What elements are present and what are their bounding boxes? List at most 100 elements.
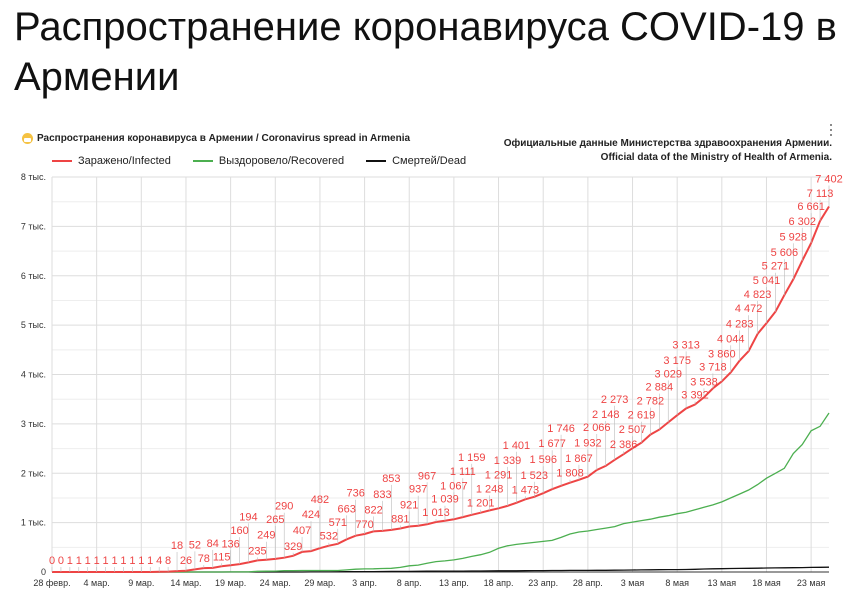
page-title: Распространение коронавируса COVID-19 в …: [14, 5, 837, 99]
data-label: 1: [111, 555, 117, 567]
x-tick-label: 29 мар.: [304, 578, 335, 588]
data-label: 235: [248, 545, 266, 557]
chart-title-text: Распространения коронавируса в Армении /…: [37, 133, 411, 144]
data-label: 1: [120, 555, 126, 567]
data-label: 26: [180, 555, 192, 567]
data-label: 1: [76, 555, 82, 567]
data-label: 115: [213, 551, 231, 563]
data-label: 2 148: [592, 409, 620, 421]
x-tick-label: 18 мая: [752, 578, 781, 588]
data-label: 3 029: [654, 368, 682, 380]
y-tick-label: 6 тыс.: [21, 271, 46, 281]
x-tick-label: 13 апр.: [439, 578, 469, 588]
data-label: 770: [355, 519, 373, 531]
y-tick-label: 8 тыс.: [21, 172, 46, 182]
data-label: 1 291: [485, 469, 513, 481]
data-label: 1 159: [458, 452, 486, 464]
data-label: 249: [257, 530, 275, 542]
data-label-leaders: [51, 185, 830, 572]
data-label: 2 386: [610, 439, 638, 451]
data-label: 5 271: [762, 261, 790, 273]
data-label: 482: [311, 494, 329, 506]
face-with-mask-icon: [22, 133, 33, 144]
x-tick-label: 23 апр.: [528, 578, 558, 588]
y-tick-label: 1 тыс.: [21, 518, 46, 528]
data-label: 4 044: [717, 333, 745, 345]
data-label: 7 113: [807, 188, 834, 200]
data-label: 5 041: [753, 275, 781, 287]
data-label: 833: [373, 489, 391, 501]
data-label: 1: [94, 555, 100, 567]
source-line-en: Official data of the Ministry of Health …: [600, 152, 832, 163]
x-tick-label: 24 мар.: [260, 578, 291, 588]
x-tick-label: 8 мая: [665, 578, 689, 588]
data-label: 4 472: [735, 303, 763, 315]
legend-item-infected[interactable]: Заражено/Infected: [52, 155, 171, 167]
data-label: 4: [156, 555, 162, 567]
data-label: 2 273: [601, 394, 629, 406]
data-label: 937: [409, 484, 427, 496]
data-label: 921: [400, 500, 418, 512]
legend: Заражено/Infected Выздоровело/Recovered …: [52, 155, 466, 167]
data-label: 853: [382, 473, 400, 485]
data-label: 1: [103, 555, 109, 567]
data-label: 1 201: [467, 498, 495, 510]
data-label: 1 808: [556, 468, 584, 480]
x-tick-label: 14 мар.: [170, 578, 201, 588]
data-label: 1 248: [476, 483, 504, 495]
data-label: 1 339: [494, 455, 522, 467]
data-label: 1 932: [574, 438, 602, 450]
data-label: 1: [147, 555, 153, 567]
data-label: 1 677: [538, 438, 566, 450]
data-label: 7 402: [815, 174, 843, 186]
data-label: 881: [391, 514, 409, 526]
data-label: 0: [49, 555, 55, 567]
data-label: 407: [293, 525, 311, 537]
data-labels: 0 0 1 1 1 1 1 1 1 1 1 1 4 818265278841151361601942352…: [49, 174, 843, 568]
data-label: 1: [129, 555, 135, 567]
data-label: 6 302: [788, 216, 816, 228]
data-label: 3 313: [672, 339, 700, 351]
data-label: 1 401: [503, 440, 531, 452]
x-tick-label: 28 февр.: [33, 578, 70, 588]
series-line-recovered: [52, 412, 830, 573]
data-label: 4 283: [726, 319, 754, 331]
legend-item-recovered[interactable]: Выздоровело/Recovered: [192, 155, 344, 167]
data-label: 3 538: [690, 376, 718, 388]
data-label: 2 884: [646, 382, 674, 394]
data-label: 571: [329, 517, 347, 529]
data-label: 194: [239, 511, 257, 523]
y-tick-label: 7 тыс.: [21, 221, 46, 231]
data-label: 78: [198, 553, 210, 565]
data-label: 4 823: [744, 289, 772, 301]
x-tick-label: 8 апр.: [397, 578, 422, 588]
data-label: 1 111: [450, 466, 476, 478]
y-tick-label: 2 тыс.: [21, 468, 46, 478]
data-label: 822: [364, 504, 382, 516]
y-tick-label: 5 тыс.: [21, 320, 46, 330]
data-label: 736: [346, 488, 364, 500]
x-tick-label: 3 мая: [621, 578, 645, 588]
data-label: 1: [138, 555, 144, 567]
more-vertical-icon[interactable]: [829, 124, 833, 136]
data-label: 8: [165, 555, 171, 567]
source-note: Официальные данные Министерства здравоох…: [504, 137, 832, 165]
data-label: 1 039: [431, 494, 459, 506]
data-label: 136: [221, 538, 239, 550]
data-label: 5 928: [780, 231, 808, 243]
data-label: 290: [275, 501, 293, 513]
legend-item-dead[interactable]: Смертей/Dead: [366, 155, 466, 167]
data-label: 0: [58, 555, 64, 567]
data-label: 1 473: [512, 484, 540, 496]
data-label: 532: [320, 531, 338, 543]
data-label: 1 596: [529, 454, 557, 466]
y-tick-label: 3 тыс.: [21, 419, 46, 429]
data-label: 18: [171, 540, 183, 552]
data-label: 3 392: [681, 390, 709, 402]
data-label: 3 718: [699, 361, 727, 373]
x-tick-label: 3 апр.: [352, 578, 377, 588]
data-label: 663: [338, 503, 356, 515]
series-line-infected: [52, 205, 830, 573]
x-tick-label: 18 апр.: [484, 578, 514, 588]
data-label: 1 013: [422, 507, 450, 519]
